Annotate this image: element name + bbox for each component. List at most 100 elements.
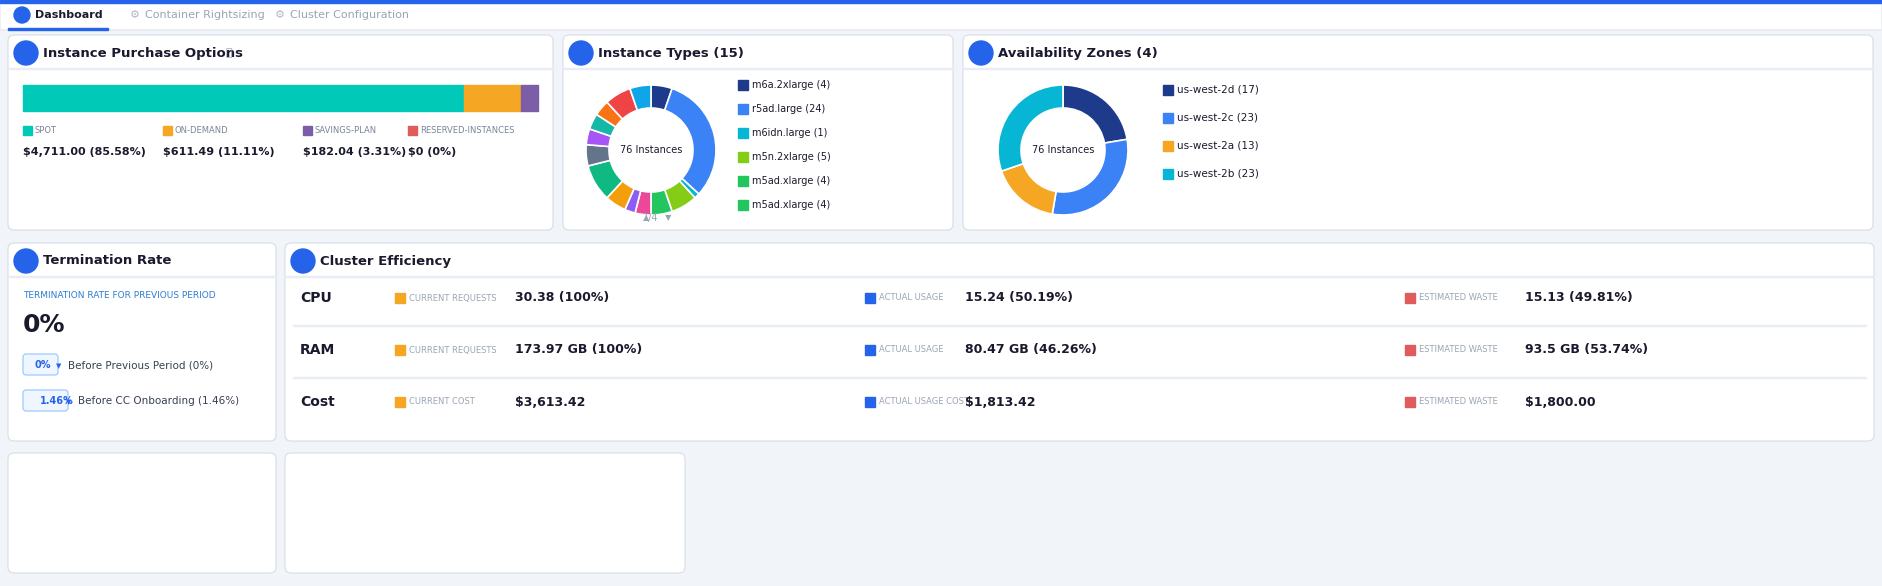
Text: 76 Instances: 76 Instances <box>1031 145 1093 155</box>
Text: m5ad.xlarge (4): m5ad.xlarge (4) <box>753 200 830 210</box>
Wedge shape <box>585 145 610 166</box>
Text: TERMINATION RATE FOR PREVIOUS PERIOD: TERMINATION RATE FOR PREVIOUS PERIOD <box>23 291 216 299</box>
Circle shape <box>568 41 593 65</box>
Bar <box>1406 397 1415 407</box>
Text: 15.13 (49.81%): 15.13 (49.81%) <box>1524 291 1634 305</box>
Text: 0%: 0% <box>34 360 51 370</box>
Bar <box>8 68 553 69</box>
Text: 76 Instances: 76 Instances <box>619 145 681 155</box>
Bar <box>463 85 521 111</box>
Text: m6idn.large (1): m6idn.large (1) <box>753 128 828 138</box>
Circle shape <box>292 249 314 273</box>
Text: Cost: Cost <box>299 395 335 409</box>
Wedge shape <box>625 189 640 213</box>
Text: m6a.2xlarge (4): m6a.2xlarge (4) <box>753 80 830 90</box>
Bar <box>8 276 277 277</box>
Circle shape <box>969 41 994 65</box>
FancyBboxPatch shape <box>23 390 68 411</box>
Text: Before Previous Period (0%): Before Previous Period (0%) <box>68 360 213 370</box>
Bar <box>521 85 538 111</box>
Bar <box>395 345 405 355</box>
Bar <box>294 325 1865 326</box>
Circle shape <box>13 41 38 65</box>
FancyBboxPatch shape <box>964 35 1873 230</box>
Text: m5n.2xlarge (5): m5n.2xlarge (5) <box>753 152 830 162</box>
Text: r5ad.large (24): r5ad.large (24) <box>753 104 824 114</box>
Wedge shape <box>587 161 623 198</box>
Wedge shape <box>664 181 694 212</box>
Text: Termination Rate: Termination Rate <box>43 254 171 267</box>
Wedge shape <box>997 85 1063 171</box>
Text: ESTIMATED WASTE: ESTIMATED WASTE <box>1419 346 1498 355</box>
Text: Container Rightsizing: Container Rightsizing <box>145 10 265 20</box>
Wedge shape <box>664 88 715 194</box>
Text: ACTUAL USAGE: ACTUAL USAGE <box>879 294 943 302</box>
Bar <box>866 293 875 303</box>
Text: ⓘ: ⓘ <box>226 48 233 58</box>
Bar <box>738 128 747 138</box>
Bar <box>738 104 747 114</box>
Text: ESTIMATED WASTE: ESTIMATED WASTE <box>1419 397 1498 407</box>
Wedge shape <box>630 85 651 110</box>
Text: ⚙: ⚙ <box>130 10 139 20</box>
Text: Dashboard: Dashboard <box>36 10 104 20</box>
Text: 93.5 GB (53.74%): 93.5 GB (53.74%) <box>1524 343 1649 356</box>
Wedge shape <box>651 190 672 215</box>
Bar <box>8 28 107 30</box>
Wedge shape <box>608 88 638 119</box>
Text: ⚙: ⚙ <box>275 10 284 20</box>
Text: us-west-2d (17): us-west-2d (17) <box>1176 85 1259 95</box>
Text: 1.46%: 1.46% <box>40 396 73 406</box>
Bar <box>1163 113 1172 123</box>
Wedge shape <box>585 129 612 146</box>
Text: m5ad.xlarge (4): m5ad.xlarge (4) <box>753 176 830 186</box>
Text: us-west-2c (23): us-west-2c (23) <box>1176 113 1257 123</box>
Text: us-west-2a (13): us-west-2a (13) <box>1176 141 1259 151</box>
Text: SAVINGS-PLAN: SAVINGS-PLAN <box>314 126 376 135</box>
FancyBboxPatch shape <box>8 453 277 573</box>
Bar <box>1406 293 1415 303</box>
Wedge shape <box>651 85 672 110</box>
Bar <box>408 126 418 135</box>
Text: 1/4: 1/4 <box>644 213 659 223</box>
Text: Availability Zones (4): Availability Zones (4) <box>997 46 1157 60</box>
Wedge shape <box>634 190 651 215</box>
Text: ▼: ▼ <box>56 363 62 369</box>
Text: $182.04 (3.31%): $182.04 (3.31%) <box>303 147 407 157</box>
Bar <box>866 345 875 355</box>
Circle shape <box>13 249 38 273</box>
Bar <box>1163 169 1172 179</box>
Text: 173.97 GB (100%): 173.97 GB (100%) <box>516 343 642 356</box>
Bar <box>738 176 747 186</box>
Bar <box>563 68 952 69</box>
Bar <box>1406 345 1415 355</box>
Bar <box>866 397 875 407</box>
Text: ACTUAL USAGE COST: ACTUAL USAGE COST <box>879 397 969 407</box>
Text: 0%: 0% <box>23 313 66 337</box>
Circle shape <box>13 7 30 23</box>
Text: ON-DEMAND: ON-DEMAND <box>175 126 228 135</box>
Text: ▲: ▲ <box>644 213 649 223</box>
Bar <box>164 126 171 135</box>
Text: ▼: ▼ <box>66 399 72 405</box>
Text: CPU: CPU <box>299 291 331 305</box>
Bar <box>23 85 463 111</box>
Wedge shape <box>679 179 698 198</box>
Bar <box>738 200 747 210</box>
Text: SPOT: SPOT <box>36 126 56 135</box>
Text: $0 (0%): $0 (0%) <box>408 147 455 157</box>
Text: ACTUAL USAGE: ACTUAL USAGE <box>879 346 943 355</box>
FancyBboxPatch shape <box>284 243 1874 441</box>
Bar <box>0 0 1882 3</box>
Text: $3,613.42: $3,613.42 <box>516 396 585 408</box>
Bar <box>303 126 312 135</box>
Text: 30.38 (100%): 30.38 (100%) <box>516 291 610 305</box>
FancyBboxPatch shape <box>8 35 553 230</box>
FancyBboxPatch shape <box>8 243 277 441</box>
Text: ESTIMATED WASTE: ESTIMATED WASTE <box>1419 294 1498 302</box>
Text: us-west-2b (23): us-west-2b (23) <box>1176 169 1259 179</box>
Text: ▼: ▼ <box>664 213 672 223</box>
Wedge shape <box>1063 85 1127 143</box>
Bar <box>8 0 107 2</box>
Text: $1,813.42: $1,813.42 <box>965 396 1035 408</box>
